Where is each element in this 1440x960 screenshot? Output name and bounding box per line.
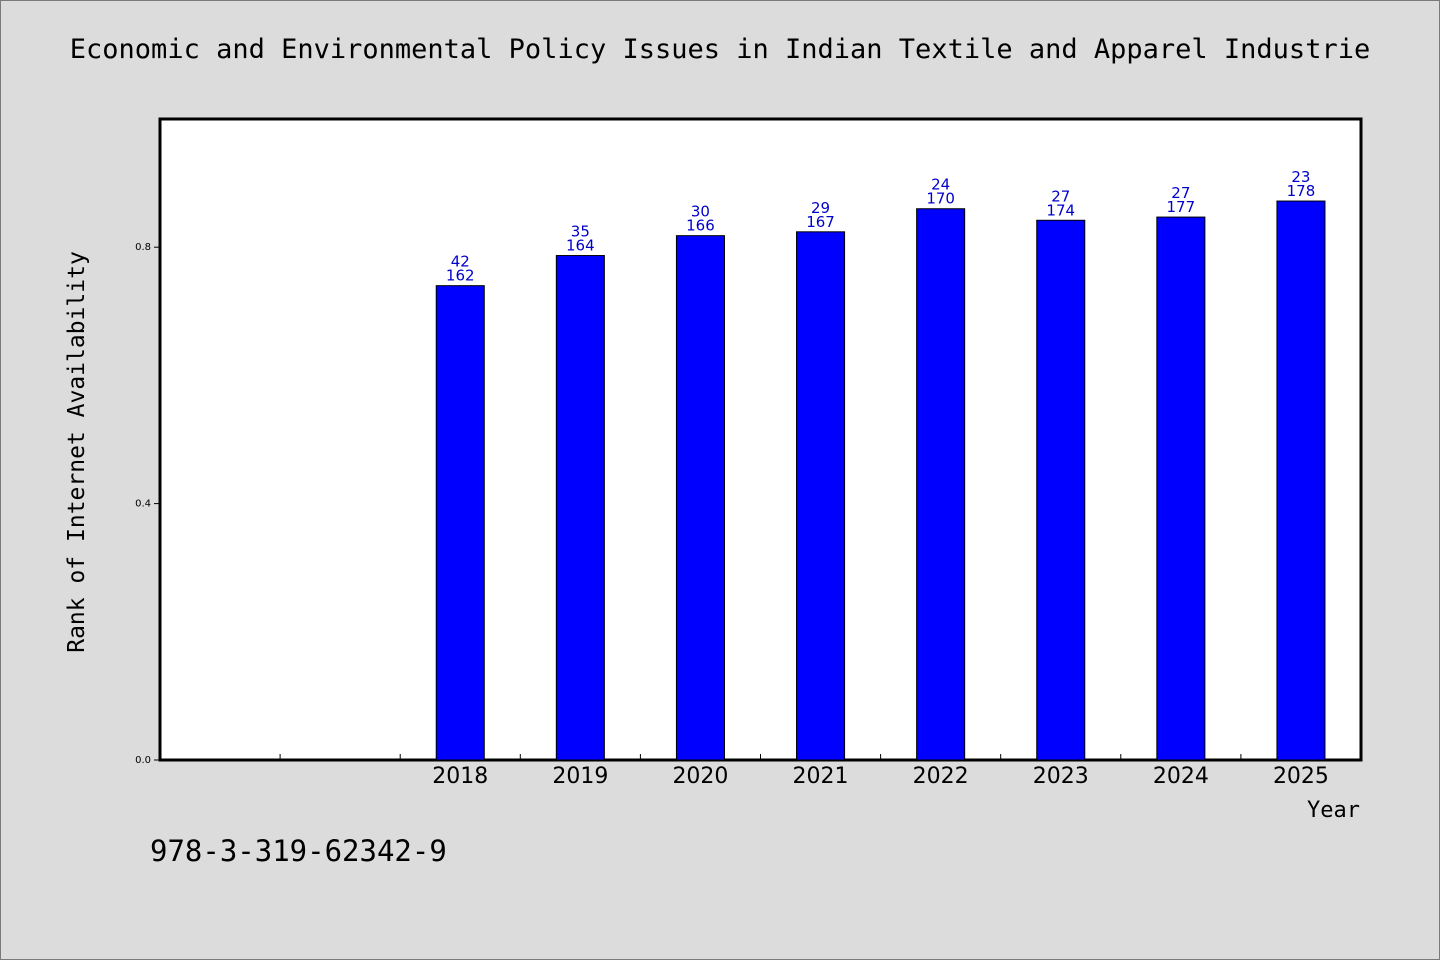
y-tick-label: 0.0	[135, 755, 151, 766]
bar	[675, 235, 725, 761]
bar	[796, 231, 846, 761]
x-axis-label: Year	[1307, 798, 1360, 823]
bar	[1036, 219, 1086, 761]
x-tick-label: 2023	[1033, 764, 1089, 789]
bar-label-bottom: 162	[446, 267, 475, 285]
bar-label-bottom: 167	[806, 213, 835, 231]
bar	[916, 208, 966, 761]
bar-label-bottom: 164	[566, 237, 595, 255]
bar-label-top: 42	[451, 253, 470, 271]
chart-title: Economic and Environmental Policy Issues…	[69, 34, 1371, 65]
y-tick-label: 0.4	[135, 499, 151, 510]
bar-label-top: 24	[931, 176, 950, 194]
bar-label-bottom: 177	[1167, 198, 1196, 216]
bar	[555, 255, 605, 761]
bar-label-bottom: 174	[1046, 201, 1075, 219]
x-tick-label: 2022	[913, 764, 969, 789]
isbn-text: 978-3-319-62342-9	[150, 834, 447, 868]
y-axis-label: Rank of Internet Availability	[64, 251, 90, 653]
bar	[1156, 216, 1206, 761]
bar-series	[435, 200, 1326, 761]
x-axis-ticks: 2018 2019 2020 2021 2022 2023 2024 2025	[279, 754, 1329, 789]
bar-label-bottom: 170	[926, 190, 955, 208]
x-tick-label: 2021	[793, 764, 849, 789]
x-tick-label: 2024	[1153, 764, 1209, 789]
y-axis-ticks: 0.0 0.4 0.8	[135, 242, 160, 766]
x-tick-label: 2018	[432, 764, 488, 789]
y-tick-label: 0.8	[135, 242, 151, 253]
bar	[1276, 200, 1326, 761]
x-tick-label: 2019	[552, 764, 608, 789]
bar-label-top: 23	[1291, 168, 1310, 186]
bar-label-top: 27	[1051, 187, 1070, 205]
bar-label-top: 29	[811, 199, 830, 217]
bar	[435, 285, 485, 761]
bar-label-bottom: 178	[1287, 182, 1316, 200]
bar-label-bottom: 166	[686, 217, 715, 235]
bar-label-top: 35	[571, 223, 590, 241]
bar-label-top: 30	[691, 203, 710, 221]
x-tick-label: 2025	[1273, 764, 1329, 789]
x-tick-label: 2020	[672, 764, 728, 789]
bar-label-top: 27	[1171, 184, 1190, 202]
